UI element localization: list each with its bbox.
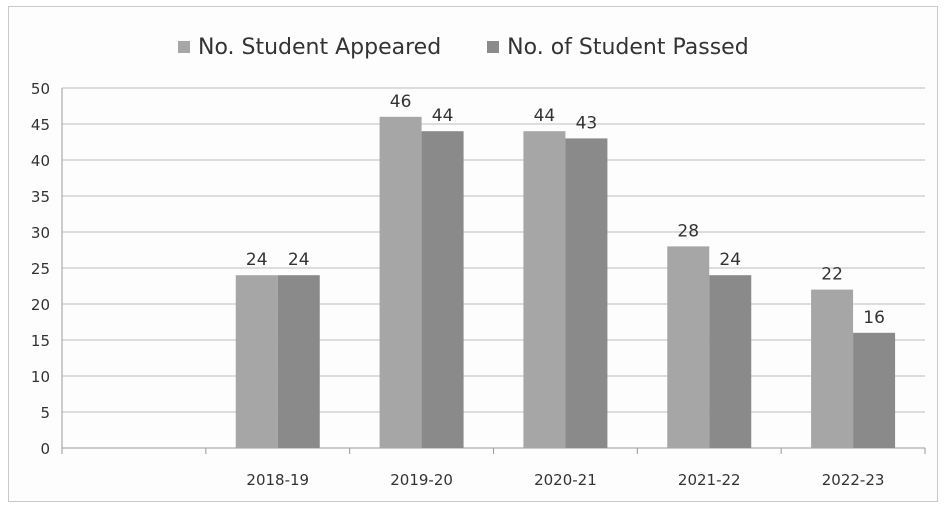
y-tick-label: 10: [31, 368, 50, 386]
data-label: 44: [432, 106, 454, 126]
data-label: 46: [390, 92, 412, 112]
bar: [523, 131, 566, 448]
legend-swatch-appeared: [178, 41, 190, 53]
data-label: 44: [534, 106, 556, 126]
legend-item-appeared: No. Student Appeared: [178, 35, 441, 60]
data-label: 24: [288, 250, 310, 270]
y-tick-label: 15: [31, 332, 50, 350]
chart-frame: [8, 6, 938, 502]
x-tick-label: 2021-22: [678, 471, 741, 489]
legend-swatch-passed: [487, 41, 500, 53]
bar: [853, 332, 896, 448]
legend-item-passed: No. of Student Passed: [487, 35, 749, 60]
y-tick-label: 35: [31, 188, 50, 206]
y-tick-label: 25: [31, 260, 50, 278]
data-label: 22: [821, 265, 843, 285]
x-tick-label: 2022-23: [822, 471, 885, 489]
x-tick-label: 2018-19: [246, 471, 309, 489]
data-label: 24: [719, 250, 741, 270]
bar: [379, 116, 422, 449]
y-tick-label: 0: [40, 440, 50, 458]
bar: [667, 246, 710, 448]
x-tick-label: 2020-21: [534, 471, 597, 489]
data-label: 28: [677, 221, 699, 241]
y-tick-label: 5: [40, 404, 50, 422]
legend-label-passed: No. of Student Passed: [507, 34, 749, 60]
bar: [709, 275, 752, 448]
bar: [235, 275, 278, 448]
bar: [421, 131, 464, 448]
data-label: 24: [246, 250, 268, 270]
y-tick-label: 20: [31, 296, 50, 314]
y-tick-label: 45: [31, 116, 50, 134]
y-tick-label: 40: [31, 152, 50, 170]
data-label: 43: [576, 113, 598, 133]
legend-label-appeared: No. Student Appeared: [198, 34, 442, 60]
data-label: 16: [863, 308, 885, 328]
bar: [277, 275, 320, 448]
chart-legend: No. Student Appeared No. of Student Pass…: [178, 30, 749, 64]
y-tick-label: 50: [31, 80, 50, 98]
bar: [565, 138, 608, 448]
x-tick-label: 2019-20: [390, 471, 453, 489]
bar: [811, 289, 854, 448]
y-tick-label: 30: [31, 224, 50, 242]
